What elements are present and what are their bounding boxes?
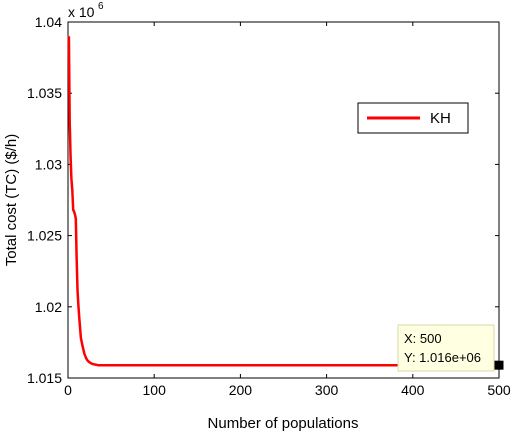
y-tick-label: 1.035	[27, 85, 62, 101]
x-axis-label: Number of populations	[208, 415, 359, 432]
x-tick-label: 100	[143, 382, 167, 398]
data-tip-box	[397, 324, 495, 372]
y-multiplier-exponent: 6	[98, 1, 104, 12]
y-tick-label: 1.03	[35, 156, 62, 172]
y-tick-labels: 1.015 1.02 1.025 1.03 1.035 1.04	[27, 14, 62, 386]
series-layer	[67, 36, 499, 367]
x-tick-labels: 0 100 200 300 400 500	[64, 382, 511, 398]
x-tick-label: 400	[401, 382, 425, 398]
legend: KH	[357, 102, 469, 134]
x-tick-label: 200	[229, 382, 253, 398]
y-tick-label: 1.04	[35, 14, 62, 30]
data-tip[interactable]: X: 500 Y: 1.016e+06	[397, 324, 504, 372]
series-line-kh	[67, 36, 499, 367]
plot-area	[67, 21, 500, 379]
x-tick-label: 0	[64, 382, 72, 398]
x-tick-label: 300	[315, 382, 339, 398]
y-tick-label: 1.025	[27, 228, 62, 244]
y-tick-label: 1.02	[35, 299, 62, 315]
data-tip-marker[interactable]	[494, 360, 504, 370]
x-tick-label: 500	[487, 382, 511, 398]
data-tip-y: Y: 1.016e+06	[404, 350, 481, 365]
y-multiplier-label: x 10	[68, 4, 95, 20]
y-tick-label: 1.015	[27, 370, 62, 386]
legend-label-kh: KH	[430, 110, 451, 127]
y-axis-label: Total cost (TC) ($/h)	[3, 134, 20, 267]
data-tip-x: X: 500	[404, 331, 442, 346]
